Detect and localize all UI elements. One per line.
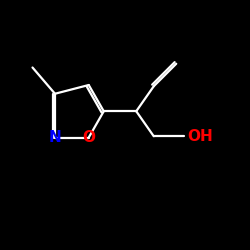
Text: O: O	[82, 130, 95, 145]
Text: OH: OH	[188, 129, 213, 144]
Text: N: N	[49, 130, 62, 145]
